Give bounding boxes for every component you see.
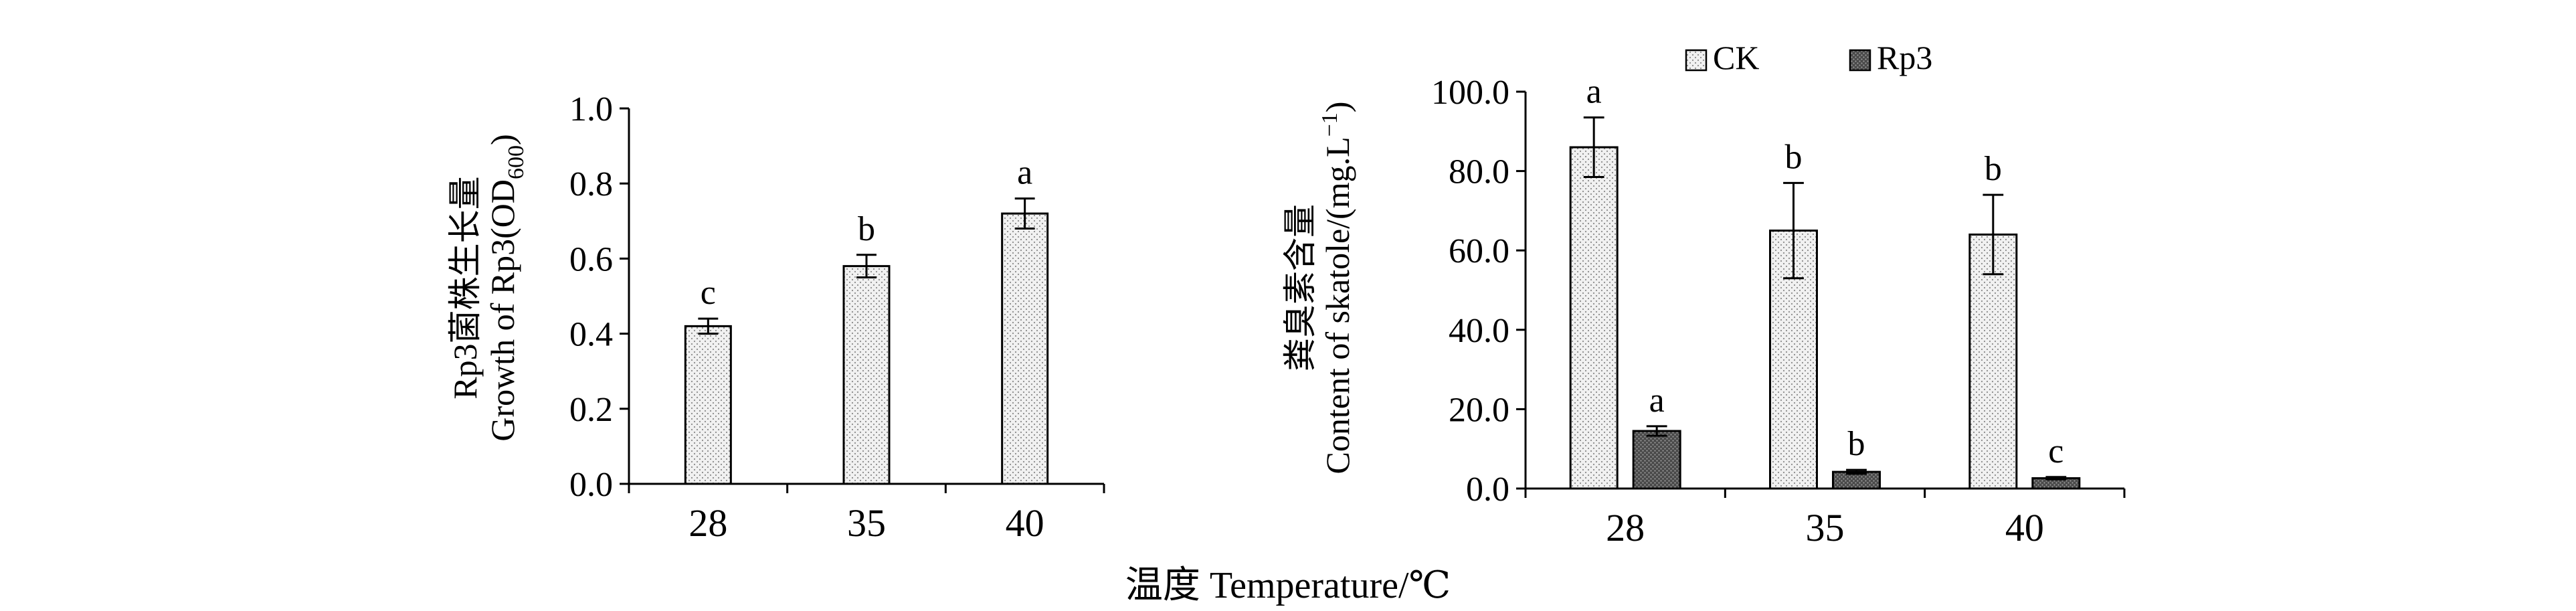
skatole-significance-label: b <box>1785 138 1803 176</box>
legend-swatch-ck <box>1685 49 1708 72</box>
skatole-chart-bars: a b b a b c <box>1569 73 2081 490</box>
growth-chart-ylabel-en: Growth of Rp3(OD600) <box>484 134 529 441</box>
skatole-bar-ck <box>1569 146 1619 490</box>
skatole-chart-ylabel-cn: 粪臭素含量 <box>1281 204 1319 371</box>
skatole-ylabel-sup: −1 <box>1317 112 1342 137</box>
skatole-significance-label: c <box>2048 432 2063 470</box>
growth-ylabel-main: Growth of Rp3(OD <box>484 179 521 442</box>
growth-y-tick-label: 0.0 <box>569 466 613 504</box>
skatole-y-tick-label: 60.0 <box>1449 232 1509 270</box>
growth-significance-label: b <box>858 210 875 248</box>
growth-y-tick-label: 0.4 <box>569 316 613 354</box>
skatole-chart-ylabel-en: Content of skatole/(mg.L−1) <box>1317 102 1356 474</box>
skatole-y-tick-label: 20.0 <box>1449 391 1509 429</box>
skatole-chart: 0.0 20.0 40.0 60.0 80.0 100.0 28 35 40 a b b a b c 粪臭… <box>1281 39 2126 549</box>
skatole-ylabel-main: Content of skatole/(mg.L <box>1319 137 1356 474</box>
skatole-x-tick-label: 28 <box>1606 506 1645 549</box>
shared-x-axis-label: 温度 Temperature/℃ <box>1125 565 1451 606</box>
growth-bar-series <box>1001 212 1049 485</box>
growth-y-tick-label: 0.6 <box>569 240 613 278</box>
growth-x-tick-label: 40 <box>1006 501 1044 545</box>
skatole-y-tick-label: 40.0 <box>1449 312 1509 350</box>
growth-chart-axes: 0.0 0.2 0.4 0.6 0.8 1.0 28 35 40 <box>569 90 1105 545</box>
growth-x-tick-label: 35 <box>847 501 886 545</box>
growth-x-tick-label: 28 <box>688 501 727 545</box>
skatole-bar-rp3 <box>1632 430 1681 490</box>
growth-chart-bars: c b a <box>684 154 1049 485</box>
skatole-y-tick-label: 0.0 <box>1466 470 1509 509</box>
skatole-chart-legend: CK Rp3 <box>1685 39 1932 76</box>
skatole-significance-label: b <box>1848 425 1865 463</box>
growth-bar-series <box>684 325 732 485</box>
growth-significance-label: a <box>1017 154 1032 192</box>
skatole-y-tick-label: 100.0 <box>1431 74 1509 112</box>
skatole-ylabel-end: ) <box>1319 102 1356 113</box>
growth-bar-series <box>842 265 891 485</box>
growth-significance-label: c <box>701 274 716 312</box>
growth-y-tick-label: 1.0 <box>569 90 613 128</box>
legend-label-rp3: Rp3 <box>1877 39 1932 76</box>
legend-label-ck: CK <box>1713 39 1759 76</box>
skatole-x-tick-label: 35 <box>1806 506 1845 549</box>
skatole-significance-label: a <box>1649 381 1665 420</box>
growth-ylabel-end: ) <box>484 134 521 145</box>
skatole-significance-label: a <box>1586 73 1602 111</box>
growth-chart: 0.0 0.2 0.4 0.6 0.8 1.0 28 35 40 c b a Rp3菌株生长量 Gr… <box>446 90 1105 545</box>
skatole-x-tick-label: 40 <box>2005 506 2044 549</box>
growth-y-tick-label: 0.2 <box>569 391 613 429</box>
growth-y-tick-label: 0.8 <box>569 165 613 203</box>
skatole-chart-axes: 0.0 20.0 40.0 60.0 80.0 100.0 28 35 40 <box>1431 74 2126 549</box>
skatole-bar-ck <box>1968 233 2018 490</box>
growth-chart-ylabel-cn: Rp3菌株生长量 <box>446 176 484 399</box>
legend-swatch-rp3 <box>1849 49 1871 72</box>
skatole-y-tick-label: 80.0 <box>1449 153 1509 191</box>
skatole-significance-label: b <box>1985 150 2002 188</box>
growth-ylabel-sub: 600 <box>504 145 529 179</box>
